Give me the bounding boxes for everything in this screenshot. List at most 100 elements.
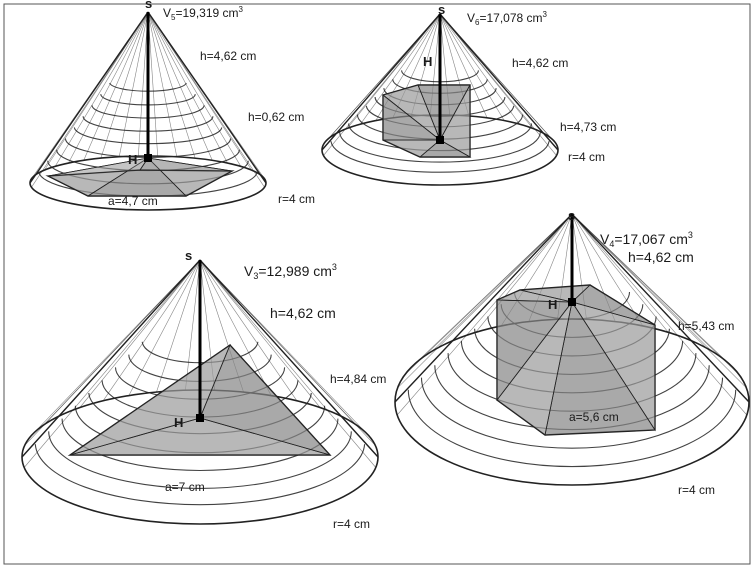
- cone-generator: [199, 259, 376, 446]
- apex-label-pentagon: s: [145, 0, 152, 11]
- pyramid-face: [69, 343, 231, 456]
- cone-generator: [83, 11, 149, 161]
- apex-label-square: s: [568, 208, 575, 223]
- slant-label-hexagon: h=4,73 cm: [560, 120, 616, 134]
- figure-frame: [3, 3, 751, 565]
- cone-generator: [439, 13, 488, 119]
- cone-generator: [128, 259, 201, 396]
- cone-generator: [360, 13, 441, 125]
- apex-label-triangle: s: [185, 248, 192, 263]
- cone-hatch-band: [48, 431, 352, 489]
- cone-generator: [185, 259, 201, 391]
- cone-generator: [571, 213, 748, 416]
- base-label-pentagon: a=4,7 cm: [108, 194, 158, 208]
- panel-pentagon: V5=19,319 cm3 h=4,62 cm h=0,62 cm r=4 cm…: [108, 0, 315, 208]
- base-center-point: [196, 414, 204, 422]
- cone-right-edge: [199, 259, 379, 458]
- height-label-pentagon: h=4,62 cm: [200, 49, 256, 63]
- pyramid-face: [382, 94, 442, 141]
- base-center-point: [436, 136, 444, 144]
- cone-generator: [100, 11, 149, 159]
- base-center-point: [144, 154, 152, 162]
- cone-generator: [346, 13, 441, 129]
- cone-generator: [156, 259, 201, 393]
- cone-generator: [23, 259, 201, 468]
- volume-label-triangle: V3=12,989 cm3: [244, 262, 337, 281]
- panel-hexagon: V6=17,078 cm3 h=4,62 cm h=4,73 cm r=4 cm…: [423, 2, 616, 164]
- height-label-hexagon: h=4,62 cm: [512, 56, 568, 70]
- cone-hatch-band: [61, 418, 339, 472]
- base-center-point: [568, 298, 576, 306]
- slant-label-triangle: h=4,84 cm: [330, 372, 386, 386]
- cone-hatch-band: [330, 141, 550, 173]
- cone-generator: [571, 213, 740, 375]
- cone-generator: [397, 213, 573, 389]
- cone-left-edge: [21, 259, 201, 458]
- cone-generator: [571, 213, 644, 327]
- cone-generator: [68, 11, 149, 164]
- center-label-pentagon: H: [128, 152, 137, 167]
- cone-generator: [147, 11, 158, 157]
- cone-generator: [54, 11, 149, 167]
- cone-left-edge: [29, 11, 149, 184]
- volume-label-hexagon: V6=17,078 cm3: [467, 10, 548, 27]
- cone-generator: [147, 11, 242, 167]
- cone-generator: [432, 213, 573, 351]
- cone-right-edge: [439, 13, 559, 151]
- radius-label-triangle: r=4 cm: [333, 517, 370, 531]
- volume-label-square: V4=17,067 cm3: [600, 230, 693, 249]
- pyramid-face: [496, 289, 573, 303]
- pyramid-face: [47, 157, 149, 177]
- height-label-square: h=4,62 cm: [628, 249, 694, 265]
- cone-triangle: [21, 259, 379, 525]
- cone-generator: [147, 11, 196, 159]
- cone-generator: [439, 13, 505, 121]
- radius-label-hexagon: r=4 cm: [568, 150, 605, 164]
- center-label-square: H: [548, 297, 557, 312]
- cone-generator: [138, 11, 149, 157]
- cone-generator: [475, 213, 573, 333]
- cone-generator: [147, 11, 178, 157]
- cone-generator: [79, 259, 201, 408]
- cone-pentagon: [29, 11, 267, 211]
- cone-generator: [416, 213, 573, 363]
- cone-generator: [118, 11, 149, 157]
- slant-label-pentagon: h=0,62 cm: [248, 110, 304, 124]
- panel-triangle: V3=12,989 cm3 h=4,62 cm h=4,84 cm r=4 cm…: [165, 248, 386, 531]
- cone-hatch-band: [34, 444, 366, 506]
- cone-generator: [439, 13, 520, 125]
- cone-hexagon: [321, 13, 559, 186]
- cone-generator: [199, 259, 272, 396]
- cone-generator: [396, 213, 573, 416]
- volume-label-pentagon: V5=19,319 cm3: [163, 5, 244, 22]
- drawings-layer: [21, 11, 750, 525]
- base-label-triangle: a=7 cm: [165, 480, 205, 494]
- base-label-square: a=5,6 cm: [569, 410, 619, 424]
- radius-label-pentagon: r=4 cm: [278, 192, 315, 206]
- cone-left-edge: [394, 213, 573, 403]
- cone-generator: [147, 11, 228, 164]
- panel-square: V4=17,067 cm3 h=4,62 cm h=5,43 cm r=4 cm…: [548, 208, 734, 497]
- cone-hatch-band: [339, 132, 541, 163]
- center-label-triangle: H: [174, 415, 183, 430]
- cone-left-edge: [321, 13, 441, 151]
- cone-generator: [44, 11, 149, 171]
- cone-generator: [199, 259, 321, 408]
- apex-label-hexagon: s: [438, 2, 445, 17]
- slant-label-square: h=5,43 cm: [678, 319, 734, 333]
- cone-generator: [571, 213, 747, 389]
- cone-square: [394, 213, 750, 486]
- radius-label-square: r=4 cm: [678, 483, 715, 497]
- cone-generator: [199, 259, 369, 436]
- cone-right-edge: [571, 213, 750, 403]
- height-label-triangle: h=4,62 cm: [270, 305, 336, 321]
- cone-generator: [43, 259, 201, 426]
- cone-generator: [571, 213, 669, 333]
- center-label-hexagon: H: [423, 54, 432, 69]
- cone-hatch-band: [407, 389, 737, 468]
- cone-generator: [199, 259, 377, 468]
- cone-generator: [439, 13, 557, 156]
- cone-generator: [147, 11, 213, 161]
- cone-right-edge: [147, 11, 267, 184]
